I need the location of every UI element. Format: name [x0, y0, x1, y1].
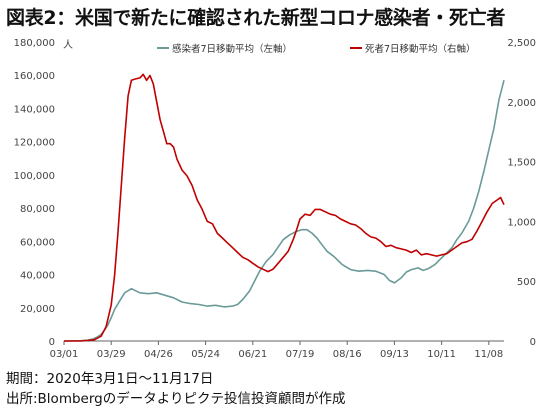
right-axis-ticks: 0 500 1,000 1,500 2,000 2,500 — [507, 38, 536, 348]
left-tick-label: 60,000 — [20, 237, 55, 248]
source-note: 出所:Blombergのデータよりピクテ投信投資顧問が作成 — [6, 391, 346, 407]
right-tick-label: 1,500 — [507, 158, 536, 169]
right-tick-label: 0 — [530, 337, 536, 348]
left-tick-label: 80,000 — [20, 204, 55, 215]
x-tick-label: 04/26 — [144, 349, 173, 360]
x-tick-label: 03/29 — [97, 349, 126, 360]
period-note: 期間：2020年3月1日～11月17日 — [6, 371, 214, 387]
right-tick-label: 1,000 — [507, 217, 536, 228]
legend: 感染者7日移動平均（左軸） 死者7日移動平均（右軸） — [157, 43, 476, 55]
left-tick-label: 20,000 — [20, 304, 55, 315]
legend-label-deaths: 死者7日移動平均（右軸） — [365, 43, 476, 55]
left-axis-unit: 人 — [63, 39, 73, 51]
left-tick-label: 0 — [49, 337, 55, 348]
x-tick-label: 03/01 — [50, 349, 79, 360]
right-tick-label: 2,000 — [507, 98, 536, 109]
x-tick-label: 08/16 — [333, 349, 362, 360]
legend-label-cases: 感染者7日移動平均（左軸） — [172, 43, 292, 55]
left-tick-label: 140,000 — [14, 104, 55, 115]
x-tick-label: 05/24 — [191, 349, 220, 360]
deaths-line — [64, 73, 505, 342]
left-tick-label: 120,000 — [14, 138, 55, 149]
left-axis-ticks: 0 20,000 40,000 60,000 80,000 100,000 120,000 1… — [14, 38, 55, 348]
right-tick-label: 2,500 — [507, 38, 536, 49]
right-tick-label: 500 — [517, 277, 536, 288]
left-tick-label: 40,000 — [20, 271, 55, 282]
x-tick-label: 07/19 — [286, 349, 315, 360]
left-tick-label: 180,000 — [14, 38, 55, 49]
x-axis-ticks: 03/01 03/29 04/26 05/24 06/21 07/19 08/16 09/13… — [50, 341, 503, 360]
x-tick-label: 10/11 — [427, 349, 456, 360]
series-lines — [63, 73, 505, 342]
x-tick-label: 06/21 — [238, 349, 267, 360]
left-tick-label: 160,000 — [14, 71, 55, 82]
x-tick-label: 09/13 — [380, 349, 409, 360]
x-tick-label: 11/08 — [474, 349, 503, 360]
cases-line — [63, 80, 505, 342]
left-tick-label: 100,000 — [14, 171, 55, 182]
chart-title: 図表2：米国で新たに確認された新型コロナ感染者・死亡者 — [6, 7, 506, 29]
